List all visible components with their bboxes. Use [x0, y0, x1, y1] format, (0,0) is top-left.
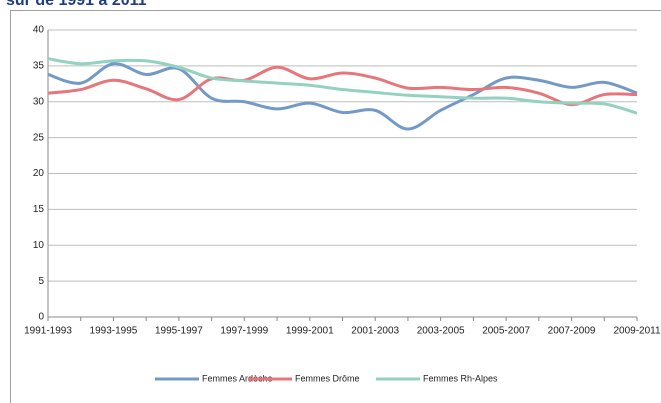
- x-tick-label: 2007-2009: [548, 326, 596, 337]
- x-tick-label: 2003-2005: [417, 326, 465, 337]
- x-tick-label: 1997-1999: [220, 326, 268, 337]
- y-tick-label: 15: [33, 204, 45, 215]
- x-tick-label: 1995-1997: [155, 326, 203, 337]
- y-tick-label: 0: [38, 312, 44, 323]
- y-tick-label: 25: [33, 132, 45, 143]
- x-tick-label: 1999-2001: [286, 326, 334, 337]
- y-tick-label: 30: [33, 96, 45, 107]
- legend-label: Femmes Drôme: [295, 373, 360, 383]
- x-tick-label: 2005-2007: [482, 326, 530, 337]
- y-tick-label: 20: [33, 168, 45, 179]
- x-tick-label: 1993-1995: [90, 326, 138, 337]
- y-tick-label: 5: [38, 276, 44, 287]
- x-tick-label: 1991-1993: [24, 326, 72, 337]
- y-tick-label: 10: [33, 240, 45, 251]
- series-line: [47, 57, 638, 115]
- chart-frame: [10, 10, 661, 403]
- legend-label: Femmes Ardèche: [202, 373, 273, 383]
- series-line: [47, 62, 638, 131]
- series-line: [47, 65, 638, 107]
- chart-title: sur de 1991 à 2011: [6, 0, 147, 9]
- x-tick-label: 2001-2003: [351, 326, 399, 337]
- y-tick-label: 35: [33, 61, 45, 72]
- x-tick-label: 2009-2011: [613, 326, 661, 337]
- y-tick-label: 40: [33, 25, 45, 36]
- legend-label: Femmes Rh-Alpes: [423, 373, 498, 383]
